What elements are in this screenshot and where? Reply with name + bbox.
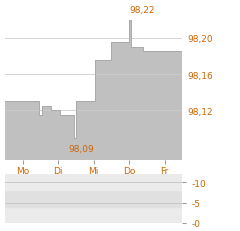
- Text: 98,22: 98,22: [129, 6, 155, 15]
- Bar: [5, 174, 182, 191]
- Bar: [5, 191, 182, 207]
- Text: 98,09: 98,09: [69, 144, 95, 153]
- Bar: [5, 207, 182, 223]
